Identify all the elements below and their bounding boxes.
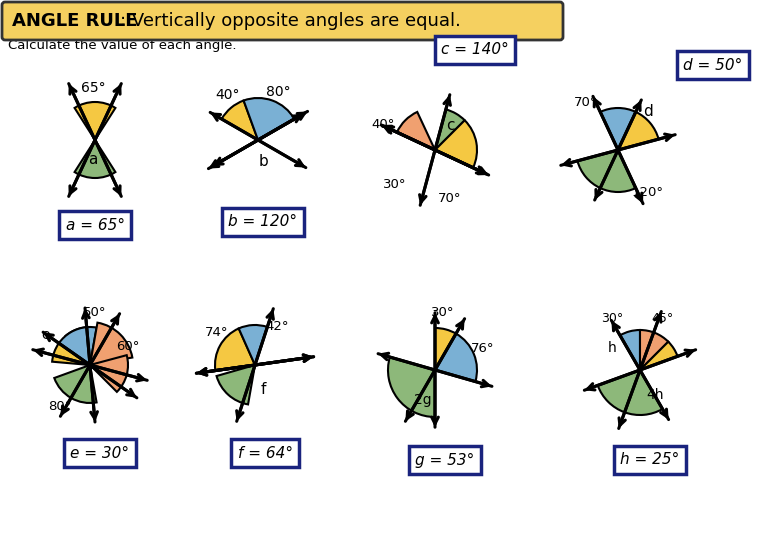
Wedge shape (640, 330, 668, 370)
Wedge shape (243, 98, 294, 140)
Text: 70°: 70° (438, 192, 462, 205)
FancyBboxPatch shape (2, 2, 563, 40)
Wedge shape (435, 334, 477, 382)
Text: 70°: 70° (574, 96, 597, 109)
Text: : Vertically opposite angles are equal.: : Vertically opposite angles are equal. (120, 12, 461, 30)
Text: f: f (261, 381, 266, 396)
Text: 50°: 50° (83, 307, 107, 320)
Text: 40°: 40° (371, 118, 395, 132)
Text: 42°: 42° (265, 321, 289, 334)
Text: e: e (41, 328, 49, 342)
Wedge shape (435, 110, 465, 150)
Wedge shape (215, 328, 255, 370)
Text: 30°: 30° (383, 179, 406, 192)
Text: f = 64°: f = 64° (237, 446, 292, 461)
Text: 45°: 45° (651, 312, 673, 325)
Text: e = 30°: e = 30° (70, 446, 129, 461)
Wedge shape (620, 330, 640, 370)
Wedge shape (75, 140, 115, 178)
Wedge shape (388, 357, 435, 417)
Wedge shape (66, 327, 97, 365)
Text: 30°: 30° (601, 312, 623, 325)
Wedge shape (601, 108, 636, 150)
Text: a = 65°: a = 65° (66, 218, 125, 233)
Text: 76°: 76° (471, 341, 495, 354)
Text: h = 25°: h = 25° (620, 453, 679, 468)
Text: 65°: 65° (80, 81, 105, 95)
Wedge shape (397, 112, 435, 150)
Text: 4h: 4h (647, 388, 664, 402)
Text: a: a (88, 152, 98, 167)
Wedge shape (435, 328, 456, 370)
Text: d: d (644, 105, 653, 119)
Text: c = 140°: c = 140° (441, 43, 509, 57)
Text: Calculate the value of each angle.: Calculate the value of each angle. (8, 38, 236, 51)
Text: c: c (445, 118, 454, 132)
Text: b: b (258, 154, 268, 170)
Text: g = 53°: g = 53° (416, 453, 474, 468)
Text: 40°: 40° (216, 88, 240, 102)
Wedge shape (52, 343, 90, 365)
Wedge shape (90, 355, 128, 392)
Text: 80°: 80° (48, 401, 72, 414)
Wedge shape (397, 132, 435, 150)
Text: 80°: 80° (266, 85, 290, 99)
Wedge shape (640, 342, 678, 370)
Wedge shape (597, 370, 662, 415)
Wedge shape (75, 102, 115, 140)
Wedge shape (618, 112, 658, 150)
Text: 30°: 30° (431, 306, 455, 319)
Wedge shape (58, 327, 90, 365)
Wedge shape (90, 323, 133, 365)
Text: ANGLE RULE: ANGLE RULE (12, 12, 137, 30)
Wedge shape (577, 150, 636, 192)
Wedge shape (222, 140, 258, 161)
Text: 74°: 74° (205, 327, 229, 340)
Wedge shape (217, 365, 255, 404)
Text: 120°: 120° (632, 186, 664, 199)
Text: d = 50°: d = 50° (683, 57, 743, 72)
Wedge shape (55, 365, 97, 403)
Text: 60°: 60° (116, 341, 140, 354)
Wedge shape (222, 100, 258, 140)
Wedge shape (239, 325, 268, 365)
Text: b = 120°: b = 120° (229, 214, 297, 230)
Text: 2g: 2g (414, 393, 432, 407)
Wedge shape (435, 120, 477, 168)
Text: h: h (608, 341, 616, 355)
